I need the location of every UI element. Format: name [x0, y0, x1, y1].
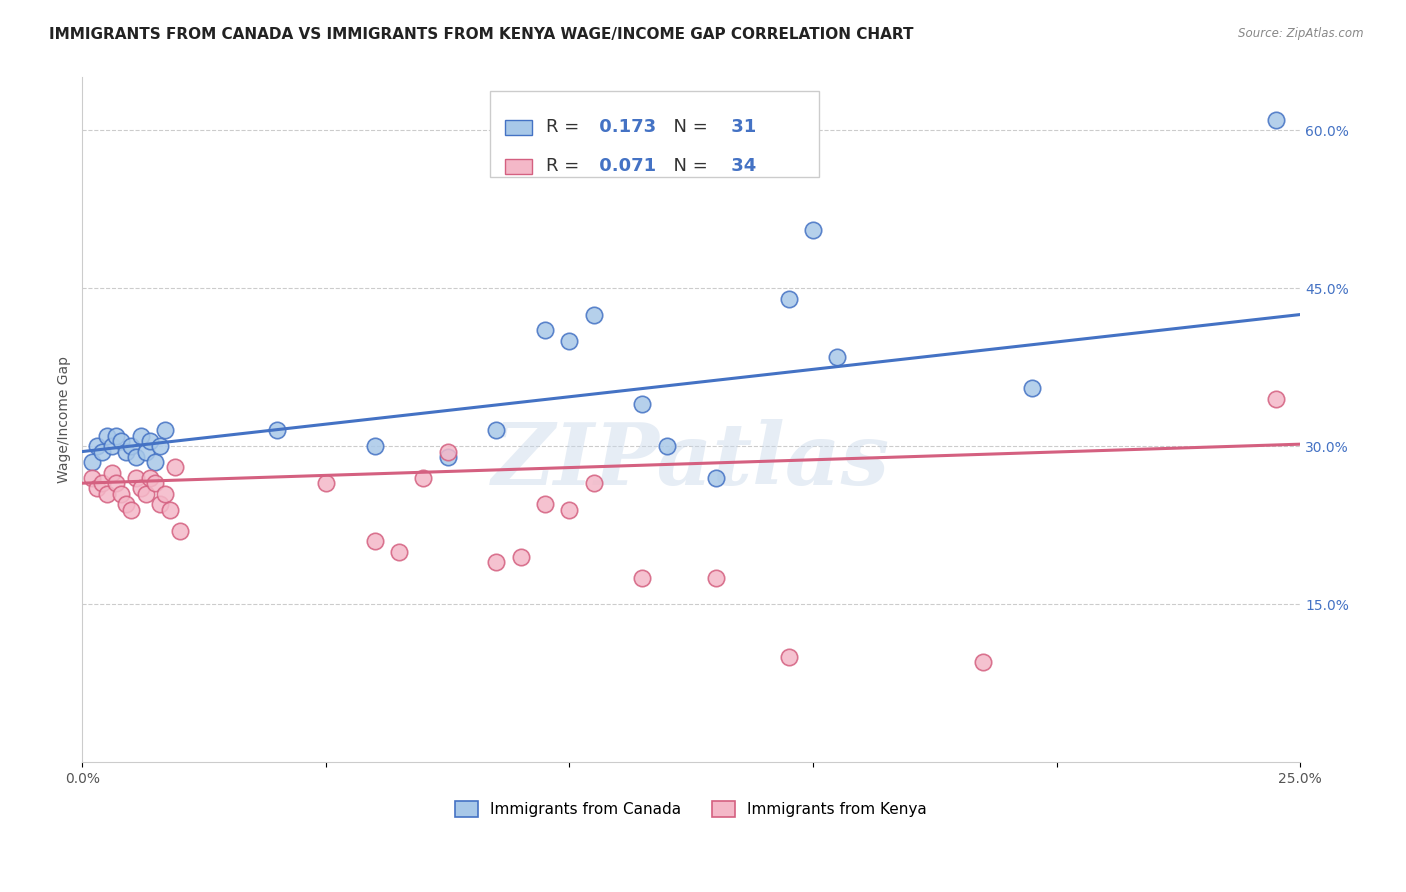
Point — [105, 476, 128, 491]
Point — [149, 497, 172, 511]
Point — [778, 650, 800, 665]
Point — [704, 571, 727, 585]
Point — [363, 439, 385, 453]
Point — [80, 455, 103, 469]
Point — [120, 439, 142, 453]
Text: 31: 31 — [725, 118, 756, 136]
Point — [1264, 392, 1286, 406]
Point — [129, 429, 152, 443]
Text: N =: N = — [662, 118, 713, 136]
Point — [96, 486, 118, 500]
Point — [363, 534, 385, 549]
Point — [86, 439, 108, 453]
Point — [110, 486, 132, 500]
Point — [139, 434, 162, 448]
Point — [100, 439, 122, 453]
Point — [801, 223, 824, 237]
Point — [153, 486, 176, 500]
FancyBboxPatch shape — [505, 120, 531, 135]
Point — [120, 502, 142, 516]
Point — [485, 424, 508, 438]
Text: 0.071: 0.071 — [592, 158, 655, 176]
Point — [86, 482, 108, 496]
Point — [115, 444, 138, 458]
Point — [972, 656, 994, 670]
Point — [558, 502, 581, 516]
Point — [778, 292, 800, 306]
Point — [631, 397, 654, 411]
Point — [153, 424, 176, 438]
Point — [100, 466, 122, 480]
Point — [139, 471, 162, 485]
Point — [105, 429, 128, 443]
Legend: Immigrants from Canada, Immigrants from Kenya: Immigrants from Canada, Immigrants from … — [450, 795, 934, 823]
Point — [143, 455, 166, 469]
Text: 0.173: 0.173 — [592, 118, 655, 136]
Point — [143, 476, 166, 491]
Point — [485, 555, 508, 569]
Y-axis label: Wage/Income Gap: Wage/Income Gap — [58, 357, 72, 483]
Text: R =: R = — [547, 118, 585, 136]
FancyBboxPatch shape — [491, 91, 820, 177]
Point — [149, 439, 172, 453]
Point — [135, 444, 157, 458]
Point — [135, 486, 157, 500]
Point — [90, 444, 112, 458]
Point — [436, 444, 458, 458]
Point — [163, 460, 186, 475]
Point — [534, 323, 557, 337]
Point — [534, 497, 557, 511]
Point — [655, 439, 678, 453]
Point — [1264, 112, 1286, 127]
Point — [80, 471, 103, 485]
Point — [129, 482, 152, 496]
Point — [315, 476, 337, 491]
Point — [704, 471, 727, 485]
FancyBboxPatch shape — [505, 159, 531, 174]
Point — [582, 308, 605, 322]
Point — [631, 571, 654, 585]
Point — [90, 476, 112, 491]
Point — [558, 334, 581, 348]
Point — [159, 502, 181, 516]
Text: 34: 34 — [725, 158, 756, 176]
Point — [388, 544, 411, 558]
Point — [582, 476, 605, 491]
Text: ZIPatlas: ZIPatlas — [492, 419, 890, 503]
Point — [125, 471, 148, 485]
Point — [266, 424, 288, 438]
Text: R =: R = — [547, 158, 585, 176]
Point — [509, 549, 531, 564]
Text: N =: N = — [662, 158, 713, 176]
Point — [125, 450, 148, 464]
Point — [115, 497, 138, 511]
Point — [110, 434, 132, 448]
Point — [96, 429, 118, 443]
Point — [827, 350, 849, 364]
Point — [412, 471, 434, 485]
Text: Source: ZipAtlas.com: Source: ZipAtlas.com — [1239, 27, 1364, 40]
Point — [436, 450, 458, 464]
Text: IMMIGRANTS FROM CANADA VS IMMIGRANTS FROM KENYA WAGE/INCOME GAP CORRELATION CHAR: IMMIGRANTS FROM CANADA VS IMMIGRANTS FRO… — [49, 27, 914, 42]
Point — [1021, 381, 1043, 395]
Point — [169, 524, 191, 538]
